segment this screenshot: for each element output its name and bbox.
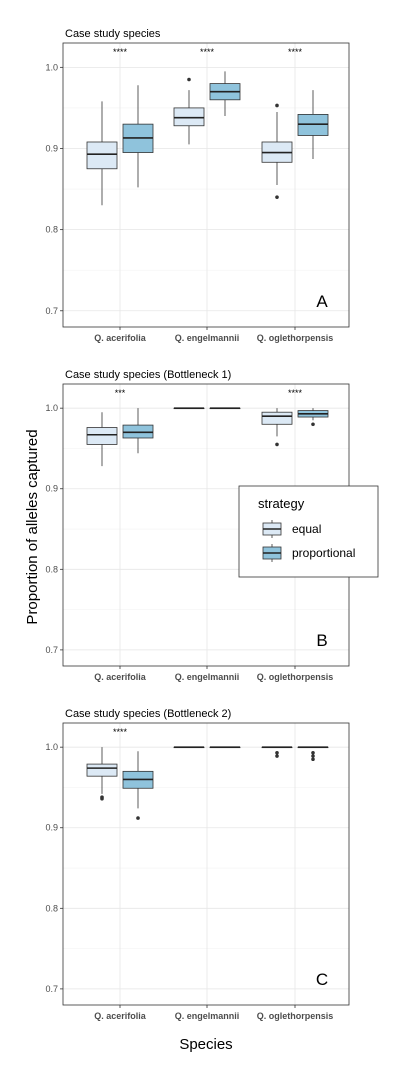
box-equal-3 (261, 746, 293, 758)
box-outlier (275, 751, 279, 755)
box-outlier (311, 422, 315, 427)
panel-title: Case study species (Bottleneck 1) (65, 369, 231, 381)
legend-key-equal: equal (262, 520, 321, 538)
box-outlier (275, 442, 279, 447)
legend-frame (238, 485, 379, 578)
x-tick-label: Q. engelmannii (175, 1011, 240, 1021)
y-tick-label: 0.8 (45, 564, 58, 574)
box-proportional-3 (297, 746, 329, 762)
significance-label: **** (288, 388, 303, 398)
y-tick-label: 0.8 (45, 225, 58, 235)
box-outlier (275, 754, 279, 758)
legend-title: strategy (258, 496, 305, 511)
box-outlier (275, 195, 279, 199)
y-tick-label: 0.7 (45, 645, 58, 655)
box-equal-2 (173, 77, 205, 145)
legend: strategy equal proportional (238, 485, 379, 578)
panels-group: Case study species 0.7 0.8 0.9 1.0 Q. acerifo… (45, 28, 350, 1021)
x-axis-label: Species (179, 1036, 232, 1053)
x-tick-label: Q. oglethorpensis (257, 333, 334, 343)
panel-title: Case study species (65, 28, 161, 40)
panel-letter: A (316, 292, 328, 311)
box-outlier (275, 103, 279, 108)
y-tick-label: 0.9 (45, 823, 58, 833)
x-tick-label: Q. acerifolia (94, 1011, 147, 1021)
x-tick-label: Q. oglethorpensis (257, 672, 334, 682)
x-tick-label: Q. acerifolia (94, 333, 147, 343)
significance-label: *** (115, 388, 126, 398)
x-tick-label: Q. engelmannii (175, 672, 240, 682)
box-outlier (136, 816, 140, 820)
box-body (86, 763, 118, 777)
y-tick-label: 0.8 (45, 903, 58, 913)
panel-C: Case study species (Bottleneck 2) 0.7 0.8 0… (45, 708, 350, 1021)
legend-item-label: proportional (292, 546, 355, 560)
box-proportional-1 (122, 85, 154, 188)
box-proportional-2 (209, 746, 241, 749)
box-proportional-2 (209, 71, 241, 117)
y-tick-label: 0.9 (45, 484, 58, 494)
x-tick-label: Q. engelmannii (175, 333, 240, 343)
box-equal-3 (261, 408, 293, 447)
y-tick-label: 0.9 (45, 143, 58, 153)
box-body (122, 424, 154, 439)
box-equal-1 (86, 101, 118, 206)
box-body (297, 114, 329, 136)
box-outlier (311, 754, 315, 758)
x-tick-label: Q. acerifolia (94, 672, 147, 682)
box-body (173, 107, 205, 127)
y-tick-label: 1.0 (45, 403, 58, 413)
y-tick-label: 0.7 (45, 984, 58, 994)
panel-title: Case study species (Bottleneck 2) (65, 708, 231, 720)
y-tick-label: 1.0 (45, 62, 58, 72)
box-body (86, 141, 118, 170)
box-proportional-2 (209, 407, 241, 410)
box-proportional-1 (122, 408, 154, 454)
box-equal-3 (261, 103, 293, 199)
significance-label: **** (288, 47, 303, 57)
box-outlier (311, 757, 315, 762)
box-outlier (311, 751, 315, 755)
y-axis-label: Proportion of alleles captured (24, 429, 41, 624)
box-equal-2 (173, 407, 205, 410)
panel-border (62, 722, 350, 1006)
legend-keys: equal proportional (262, 520, 355, 562)
x-tick-label: Q. oglethorpensis (257, 1011, 334, 1021)
significance-label: **** (200, 47, 215, 57)
box-proportional-1 (122, 751, 154, 820)
box-proportional-3 (297, 408, 329, 427)
y-tick-label: 0.7 (45, 306, 58, 316)
box-outlier (187, 77, 191, 82)
panel-letter: C (316, 970, 328, 989)
significance-label: **** (113, 47, 128, 57)
box-equal-2 (173, 746, 205, 749)
panel-border (62, 42, 350, 328)
box-body (86, 427, 118, 445)
panel-A: Case study species 0.7 0.8 0.9 1.0 Q. acerifo… (45, 28, 350, 343)
y-tick-label: 1.0 (45, 742, 58, 752)
legend-item-label: equal (292, 522, 321, 536)
box-equal-1 (86, 412, 118, 467)
legend-key-proportional: proportional (262, 544, 355, 562)
significance-label: **** (113, 727, 128, 737)
box-proportional-3 (297, 90, 329, 160)
panel-letter: B (316, 631, 327, 650)
box-equal-1 (86, 747, 118, 801)
box-body (261, 411, 293, 425)
box-outlier (100, 796, 104, 801)
